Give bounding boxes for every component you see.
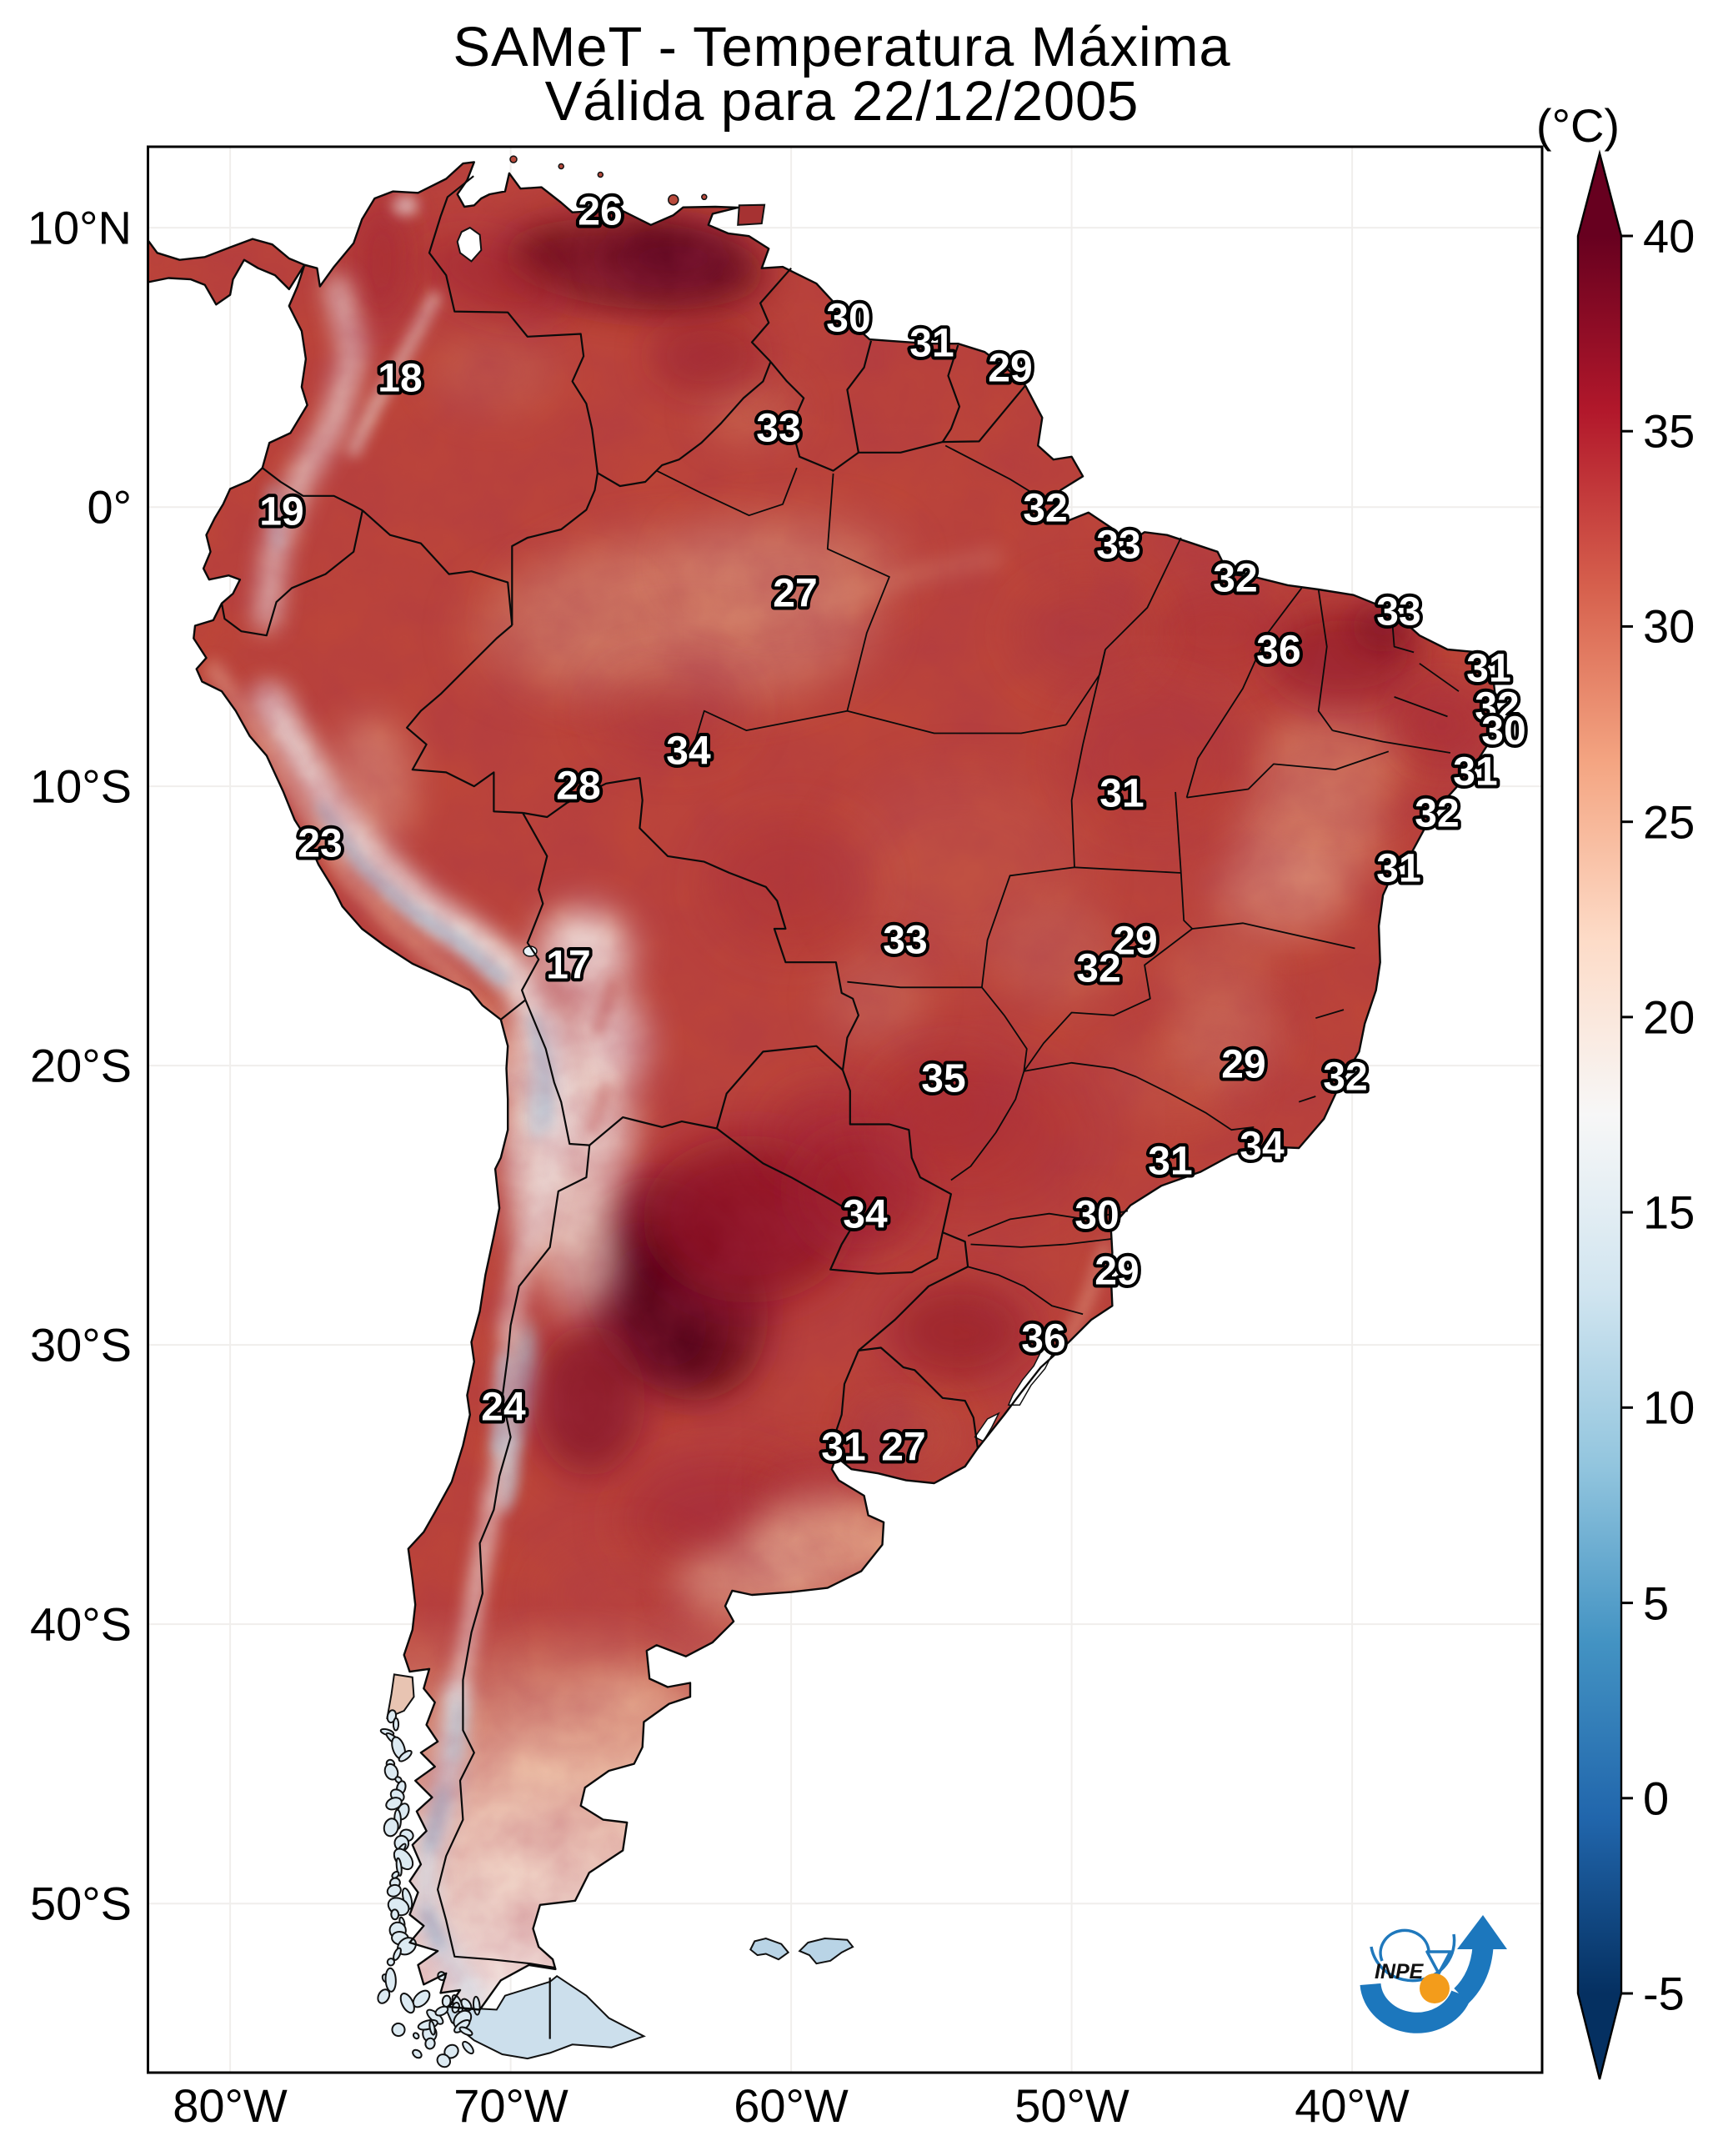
- svg-text:10°N: 10°N: [28, 202, 132, 254]
- svg-text:36: 36: [1021, 1317, 1065, 1361]
- svg-text:5: 5: [1643, 1577, 1669, 1630]
- svg-text:29: 29: [1113, 920, 1157, 964]
- svg-text:INPE: INPE: [1375, 1960, 1425, 1983]
- svg-text:19: 19: [259, 490, 303, 534]
- svg-text:23: 23: [298, 822, 342, 866]
- svg-text:0: 0: [1643, 1772, 1669, 1825]
- svg-text:18: 18: [378, 357, 422, 401]
- svg-text:40°S: 40°S: [30, 1598, 132, 1651]
- svg-text:31: 31: [909, 322, 954, 366]
- svg-text:29: 29: [988, 347, 1032, 391]
- svg-text:80°W: 80°W: [173, 2079, 288, 2132]
- svg-text:SAMeT - Temperatura Máxima: SAMeT - Temperatura Máxima: [453, 16, 1230, 78]
- svg-text:35: 35: [921, 1057, 965, 1101]
- svg-text:28: 28: [556, 765, 600, 809]
- svg-text:33: 33: [883, 919, 927, 963]
- svg-text:40: 40: [1643, 210, 1695, 263]
- svg-text:31: 31: [1148, 1140, 1192, 1184]
- svg-text:20°S: 20°S: [30, 1040, 132, 1092]
- svg-text:25: 25: [1643, 796, 1695, 849]
- svg-text:31: 31: [821, 1426, 865, 1470]
- svg-text:-5: -5: [1643, 1968, 1685, 2020]
- svg-text:35: 35: [1643, 405, 1695, 458]
- svg-text:30: 30: [1481, 709, 1525, 754]
- svg-text:32: 32: [1023, 487, 1067, 531]
- svg-text:(°C): (°C): [1536, 99, 1620, 152]
- svg-text:40°W: 40°W: [1295, 2079, 1410, 2132]
- svg-text:27: 27: [881, 1426, 925, 1470]
- svg-text:32: 32: [1323, 1055, 1367, 1100]
- svg-text:17: 17: [546, 944, 590, 988]
- svg-text:29: 29: [1094, 1250, 1139, 1294]
- svg-text:30: 30: [826, 297, 870, 341]
- svg-text:33: 33: [1376, 590, 1420, 634]
- svg-text:10°S: 10°S: [30, 760, 132, 813]
- svg-text:31: 31: [1099, 772, 1144, 816]
- svg-text:32: 32: [1475, 685, 1519, 730]
- svg-text:0°: 0°: [87, 481, 132, 534]
- svg-text:31: 31: [1376, 847, 1420, 891]
- svg-text:33: 33: [1096, 524, 1140, 568]
- svg-text:34: 34: [843, 1193, 888, 1237]
- svg-text:33: 33: [756, 407, 800, 451]
- svg-text:30: 30: [1643, 600, 1695, 653]
- svg-text:30: 30: [1074, 1194, 1119, 1238]
- svg-text:26: 26: [578, 190, 622, 234]
- svg-text:31: 31: [1453, 750, 1497, 795]
- svg-text:30°S: 30°S: [30, 1319, 132, 1371]
- svg-text:36: 36: [1256, 629, 1300, 673]
- svg-text:50°W: 50°W: [1014, 2079, 1129, 2132]
- svg-text:34: 34: [666, 730, 711, 774]
- svg-text:20: 20: [1643, 991, 1695, 1044]
- svg-text:32: 32: [1213, 557, 1257, 601]
- svg-text:70°W: 70°W: [453, 2079, 568, 2132]
- svg-text:34: 34: [1240, 1125, 1285, 1169]
- svg-text:32: 32: [1076, 947, 1120, 991]
- svg-text:15: 15: [1643, 1186, 1695, 1239]
- svg-text:Válida para 22/12/2005: Válida para 22/12/2005: [545, 70, 1139, 133]
- svg-text:60°W: 60°W: [734, 2079, 849, 2132]
- svg-text:50°S: 50°S: [30, 1878, 132, 1930]
- svg-text:10: 10: [1643, 1381, 1695, 1434]
- svg-text:29: 29: [1221, 1043, 1265, 1087]
- svg-text:32: 32: [1415, 792, 1459, 836]
- svg-text:31: 31: [1466, 647, 1510, 691]
- svg-text:27: 27: [773, 572, 817, 616]
- svg-text:24: 24: [481, 1386, 526, 1430]
